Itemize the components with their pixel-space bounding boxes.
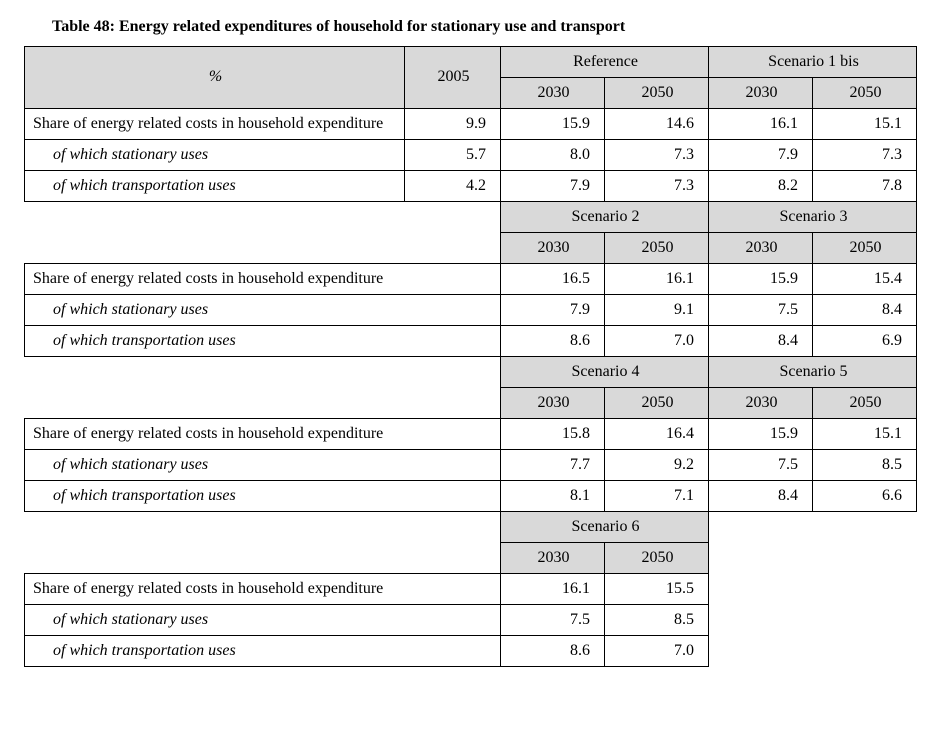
col-reference: Reference <box>501 47 709 78</box>
cell: 15.9 <box>501 109 605 140</box>
s5-2050: 2050 <box>813 388 917 419</box>
s1bis-2050: 2050 <box>813 78 917 109</box>
cell: 7.1 <box>605 481 709 512</box>
cell: 15.4 <box>813 264 917 295</box>
cell: 8.1 <box>501 481 605 512</box>
cell: 9.9 <box>405 109 501 140</box>
s6-2050: 2050 <box>605 543 709 574</box>
s5-2030: 2030 <box>709 388 813 419</box>
cell: 8.4 <box>709 481 813 512</box>
row-share-label: Share of energy related costs in househo… <box>25 574 501 605</box>
cell: 14.6 <box>605 109 709 140</box>
cell: 8.4 <box>709 326 813 357</box>
spacer <box>709 605 917 636</box>
spacer <box>709 636 917 667</box>
cell: 6.6 <box>813 481 917 512</box>
cell: 9.2 <box>605 450 709 481</box>
s2-2050: 2050 <box>605 233 709 264</box>
cell: 16.5 <box>501 264 605 295</box>
ref-2050: 2050 <box>605 78 709 109</box>
cell: 15.9 <box>709 264 813 295</box>
cell: 7.0 <box>605 326 709 357</box>
cell: 7.3 <box>813 140 917 171</box>
cell: 7.5 <box>501 605 605 636</box>
spacer <box>709 574 917 605</box>
cell: 8.6 <box>501 636 605 667</box>
s4-2030: 2030 <box>501 388 605 419</box>
cell: 8.2 <box>709 171 813 202</box>
row-stationary-label: of which stationary uses <box>25 450 501 481</box>
row-share-label: Share of energy related costs in househo… <box>25 419 501 450</box>
col-percent: % <box>25 47 405 109</box>
cell: 16.1 <box>605 264 709 295</box>
spacer <box>25 202 501 264</box>
cell: 4.2 <box>405 171 501 202</box>
row-transport-label: of which transportation uses <box>25 481 501 512</box>
cell: 15.1 <box>813 109 917 140</box>
cell: 7.3 <box>605 140 709 171</box>
cell: 7.5 <box>709 295 813 326</box>
data-table: % 2005 Reference Scenario 1 bis 2030 205… <box>24 46 917 667</box>
s3-2030: 2030 <box>709 233 813 264</box>
col-scenario-2: Scenario 2 <box>501 202 709 233</box>
cell: 7.5 <box>709 450 813 481</box>
cell: 8.5 <box>605 605 709 636</box>
s3-2050: 2050 <box>813 233 917 264</box>
cell: 7.0 <box>605 636 709 667</box>
cell: 15.8 <box>501 419 605 450</box>
spacer <box>25 357 501 419</box>
col-scenario-1bis: Scenario 1 bis <box>709 47 917 78</box>
cell: 8.6 <box>501 326 605 357</box>
cell: 5.7 <box>405 140 501 171</box>
col-2005: 2005 <box>405 47 501 109</box>
row-share-label: Share of energy related costs in househo… <box>25 109 405 140</box>
cell: 9.1 <box>605 295 709 326</box>
col-scenario-5: Scenario 5 <box>709 357 917 388</box>
s1bis-2030: 2030 <box>709 78 813 109</box>
cell: 15.9 <box>709 419 813 450</box>
spacer <box>25 512 501 574</box>
cell: 16.1 <box>501 574 605 605</box>
ref-2030: 2030 <box>501 78 605 109</box>
cell: 8.4 <box>813 295 917 326</box>
row-stationary-label: of which stationary uses <box>25 605 501 636</box>
cell: 6.9 <box>813 326 917 357</box>
row-stationary-label: of which stationary uses <box>25 140 405 171</box>
spacer <box>709 512 917 574</box>
cell: 16.1 <box>709 109 813 140</box>
col-scenario-3: Scenario 3 <box>709 202 917 233</box>
s6-2030: 2030 <box>501 543 605 574</box>
row-transport-label: of which transportation uses <box>25 326 501 357</box>
row-stationary-label: of which stationary uses <box>25 295 501 326</box>
cell: 8.0 <box>501 140 605 171</box>
table-title: Table 48: Energy related expenditures of… <box>52 18 916 36</box>
cell: 16.4 <box>605 419 709 450</box>
cell: 7.7 <box>501 450 605 481</box>
s2-2030: 2030 <box>501 233 605 264</box>
cell: 8.5 <box>813 450 917 481</box>
col-scenario-6: Scenario 6 <box>501 512 709 543</box>
cell: 7.9 <box>501 295 605 326</box>
s4-2050: 2050 <box>605 388 709 419</box>
row-transport-label: of which transportation uses <box>25 171 405 202</box>
cell: 15.5 <box>605 574 709 605</box>
cell: 7.9 <box>709 140 813 171</box>
cell: 7.8 <box>813 171 917 202</box>
cell: 7.3 <box>605 171 709 202</box>
row-transport-label: of which transportation uses <box>25 636 501 667</box>
col-scenario-4: Scenario 4 <box>501 357 709 388</box>
row-share-label: Share of energy related costs in househo… <box>25 264 501 295</box>
cell: 7.9 <box>501 171 605 202</box>
cell: 15.1 <box>813 419 917 450</box>
